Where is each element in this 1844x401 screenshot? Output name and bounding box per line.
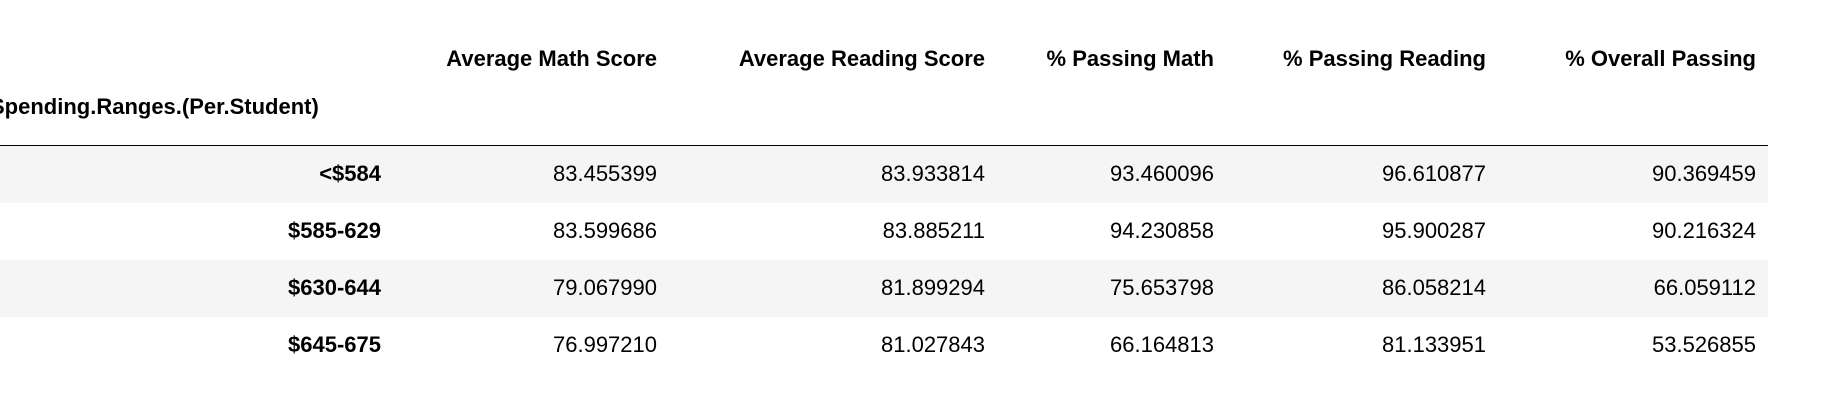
table-cell: 83.933814 (881, 161, 985, 187)
table-cell: 96.610877 (1382, 161, 1486, 187)
row-index-label: $630-644 (288, 275, 381, 300)
table-row: $645-675 76.997210 81.027843 66.164813 8… (0, 317, 1768, 374)
table-cell: 90.216324 (1652, 218, 1756, 243)
dataframe-output: Average Math Score Average Reading Score… (0, 0, 1768, 374)
table-cell: 81.133951 (1382, 332, 1486, 357)
table-cell: 75.653798 (1110, 275, 1214, 300)
column-header: Average Math Score (446, 46, 657, 71)
table-cell: 94.230858 (1110, 218, 1214, 243)
column-header: % Passing Math (1046, 46, 1214, 71)
row-index-label: $585-629 (288, 218, 381, 243)
column-header: % Overall Passing (1565, 46, 1756, 71)
spending-summary-table: Average Math Score Average Reading Score… (0, 0, 1768, 374)
table-cell: 79.067990 (553, 275, 657, 300)
table-cell: 86.058214 (1382, 275, 1486, 300)
table-cell: 83.455399 (553, 161, 657, 187)
index-header-row: Spending.Ranges.(Per.Student) (0, 83, 1768, 146)
table-cell: 83.885211 (882, 218, 985, 243)
blank-header-cell (0, 0, 393, 83)
table-cell: 93.460096 (1110, 161, 1214, 187)
column-header: % Passing Reading (1283, 46, 1486, 71)
column-header: Average Reading Score (738, 46, 985, 71)
row-index-label: $645-675 (288, 332, 381, 357)
table-cell: 66.164813 (1110, 332, 1214, 357)
table-row: <$584 83.455399 83.933814 93.460096 96.6… (0, 145, 1768, 203)
table-cell: 90.369459 (1652, 161, 1756, 187)
table-cell: 81.899294 (881, 275, 985, 300)
table-cell: 53.526855 (1652, 332, 1756, 357)
table-row: $585-629 83.599686 83.885211 94.230858 9… (0, 203, 1768, 260)
row-index-label: <$584 (319, 161, 381, 187)
table-cell: 66.059112 (1653, 275, 1756, 300)
index-name-header: Spending.Ranges.(Per.Student) (0, 94, 319, 119)
table-cell: 83.599686 (553, 218, 657, 243)
table-row: $630-644 79.067990 81.899294 75.653798 8… (0, 259, 1768, 317)
table-cell: 95.900287 (1382, 218, 1486, 243)
table-cell: 81.027843 (881, 332, 985, 357)
column-header-row: Average Math Score Average Reading Score… (0, 0, 1768, 83)
table-cell: 76.997210 (553, 332, 657, 357)
